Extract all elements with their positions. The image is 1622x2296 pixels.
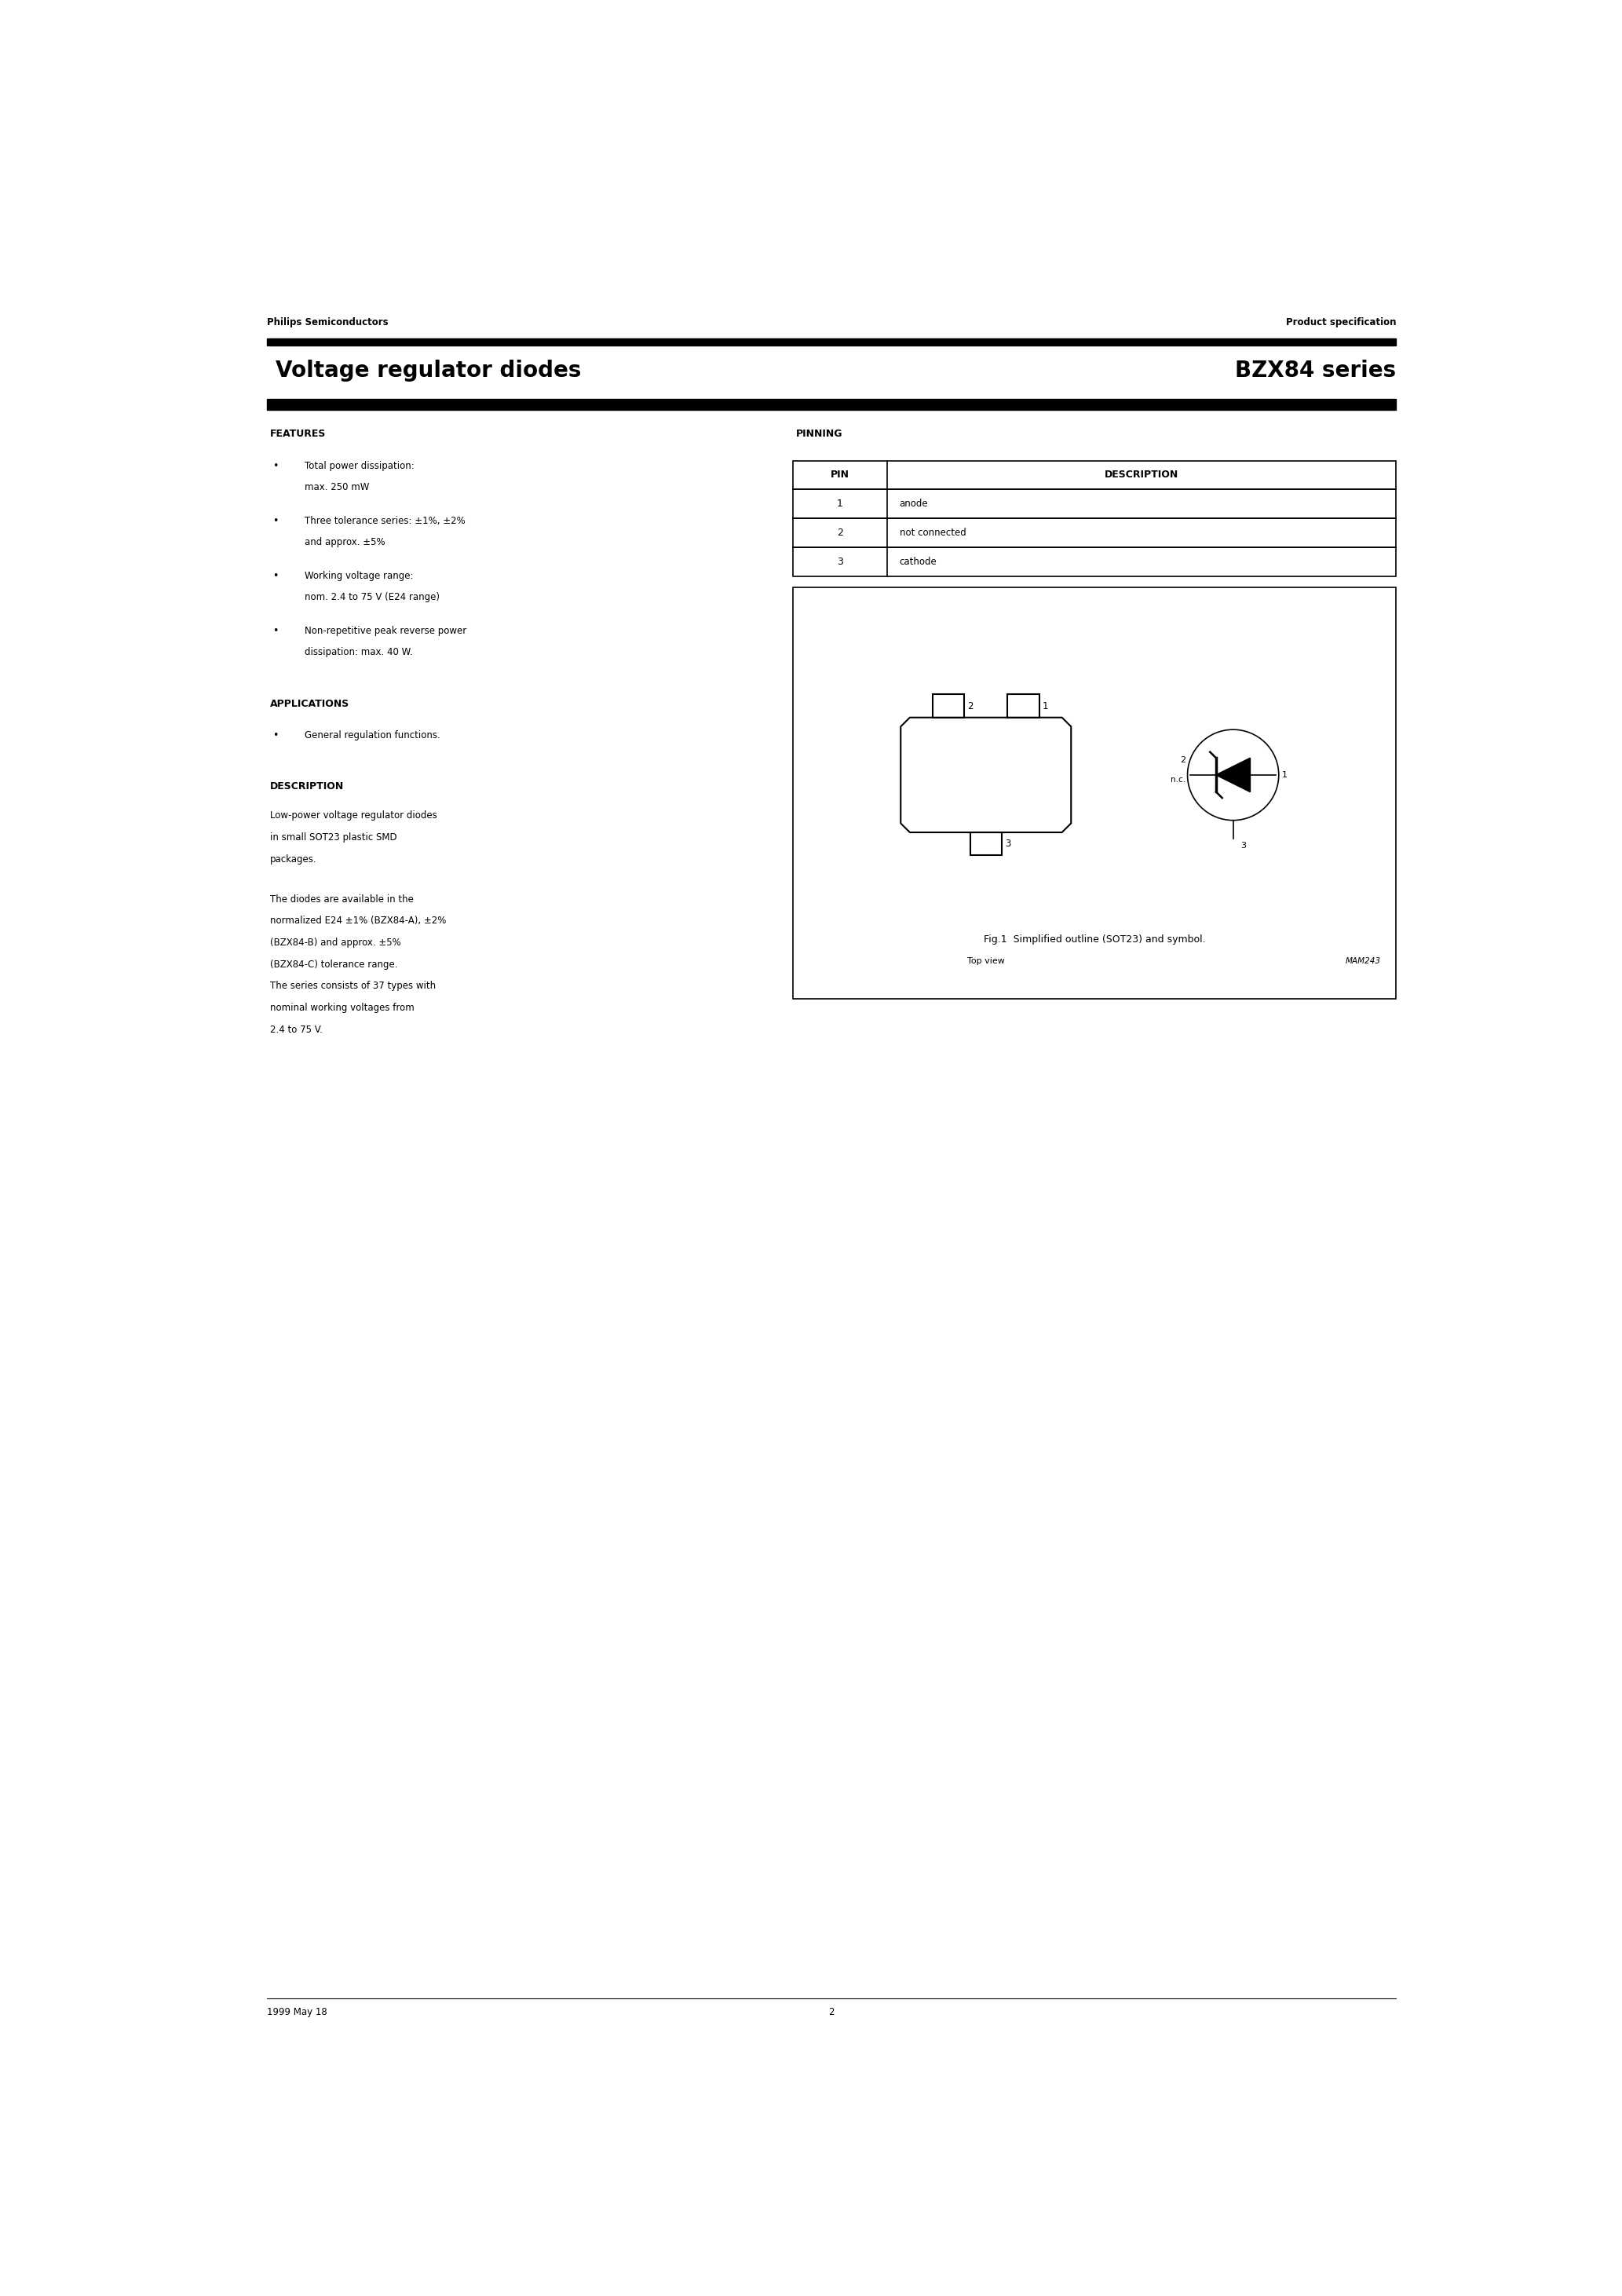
Text: Total power dissipation:: Total power dissipation: bbox=[305, 461, 415, 471]
Bar bbox=[933, 693, 963, 716]
Text: Fig.1  Simplified outline (SOT23) and symbol.: Fig.1 Simplified outline (SOT23) and sym… bbox=[983, 934, 1205, 944]
Text: •: • bbox=[272, 572, 279, 581]
Bar bbox=[793, 549, 1397, 576]
Text: n.c.: n.c. bbox=[1171, 776, 1186, 783]
Text: 2: 2 bbox=[967, 700, 973, 712]
Text: Top view: Top view bbox=[967, 957, 1004, 964]
Text: Product specification: Product specification bbox=[1286, 317, 1397, 328]
Text: Voltage regulator diodes: Voltage regulator diodes bbox=[276, 360, 581, 381]
Text: BZX84 series: BZX84 series bbox=[1234, 360, 1397, 381]
Text: 3: 3 bbox=[837, 558, 843, 567]
Bar bbox=[1007, 693, 1040, 716]
Bar bbox=[970, 833, 1002, 856]
Text: anode: anode bbox=[900, 498, 928, 510]
Text: 3: 3 bbox=[1241, 840, 1246, 850]
Bar bbox=[793, 519, 1397, 549]
Text: (BZX84-B) and approx. ±5%: (BZX84-B) and approx. ±5% bbox=[269, 937, 401, 948]
Text: 3: 3 bbox=[1004, 838, 1011, 850]
Text: Low-power voltage regulator diodes: Low-power voltage regulator diodes bbox=[269, 810, 436, 822]
Text: 2: 2 bbox=[829, 2007, 834, 2018]
Text: dissipation: max. 40 W.: dissipation: max. 40 W. bbox=[305, 647, 414, 657]
Text: DESCRIPTION: DESCRIPTION bbox=[269, 781, 344, 792]
Text: nominal working voltages from: nominal working voltages from bbox=[269, 1003, 414, 1013]
Text: •: • bbox=[272, 461, 279, 471]
Text: DESCRIPTION: DESCRIPTION bbox=[1105, 471, 1179, 480]
Text: 1999 May 18: 1999 May 18 bbox=[266, 2007, 328, 2018]
Text: General regulation functions.: General regulation functions. bbox=[305, 730, 441, 739]
Text: 2: 2 bbox=[837, 528, 843, 537]
Text: (BZX84-C) tolerance range.: (BZX84-C) tolerance range. bbox=[269, 960, 397, 969]
Text: normalized E24 ±1% (BZX84-A), ±2%: normalized E24 ±1% (BZX84-A), ±2% bbox=[269, 916, 446, 925]
Text: MAM243: MAM243 bbox=[1345, 957, 1380, 964]
Text: APPLICATIONS: APPLICATIONS bbox=[269, 698, 349, 709]
Text: Working voltage range:: Working voltage range: bbox=[305, 572, 414, 581]
Text: 1: 1 bbox=[1281, 771, 1288, 778]
Text: •: • bbox=[272, 730, 279, 739]
Text: cathode: cathode bbox=[900, 558, 938, 567]
Text: FEATURES: FEATURES bbox=[269, 429, 326, 439]
Text: max. 250 mW: max. 250 mW bbox=[305, 482, 370, 494]
Text: The diodes are available in the: The diodes are available in the bbox=[269, 893, 414, 905]
Bar bbox=[793, 461, 1397, 489]
Text: •: • bbox=[272, 517, 279, 526]
Text: packages.: packages. bbox=[269, 854, 316, 863]
Polygon shape bbox=[1216, 758, 1251, 792]
Text: and approx. ±5%: and approx. ±5% bbox=[305, 537, 386, 546]
Text: Non-repetitive peak reverse power: Non-repetitive peak reverse power bbox=[305, 625, 467, 636]
Text: PIN: PIN bbox=[830, 471, 850, 480]
Text: •: • bbox=[272, 625, 279, 636]
Text: The series consists of 37 types with: The series consists of 37 types with bbox=[269, 980, 435, 992]
Text: 1: 1 bbox=[837, 498, 843, 510]
Text: 2.4 to 75 V.: 2.4 to 75 V. bbox=[269, 1024, 323, 1035]
Text: Three tolerance series: ±1%, ±2%: Three tolerance series: ±1%, ±2% bbox=[305, 517, 466, 526]
Text: PINNING: PINNING bbox=[796, 429, 843, 439]
Bar bbox=[793, 489, 1397, 519]
Bar bbox=[793, 588, 1397, 999]
Text: Philips Semiconductors: Philips Semiconductors bbox=[266, 317, 388, 328]
Bar bbox=[266, 400, 1397, 409]
Text: 2: 2 bbox=[1181, 755, 1186, 765]
Text: in small SOT23 plastic SMD: in small SOT23 plastic SMD bbox=[269, 833, 396, 843]
Text: 1: 1 bbox=[1043, 700, 1048, 712]
Bar bbox=[266, 338, 1397, 347]
Text: nom. 2.4 to 75 V (E24 range): nom. 2.4 to 75 V (E24 range) bbox=[305, 592, 440, 602]
Text: not connected: not connected bbox=[900, 528, 967, 537]
